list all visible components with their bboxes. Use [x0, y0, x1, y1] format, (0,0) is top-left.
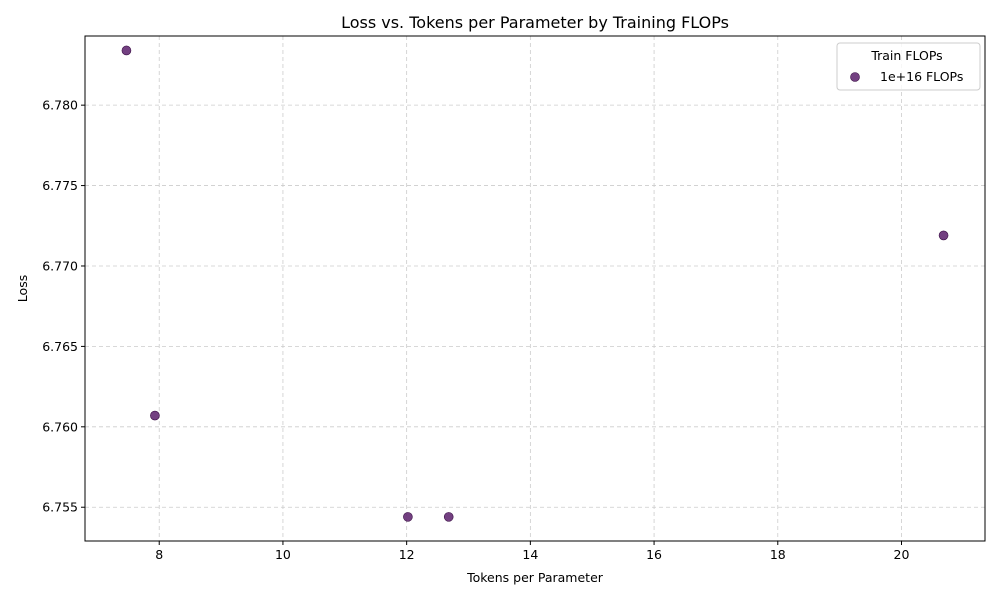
legend-title: Train FLOPs — [870, 48, 942, 63]
y-tick-label: 6.765 — [42, 339, 78, 354]
y-tick-label: 6.770 — [42, 258, 78, 273]
x-tick-label: 12 — [399, 547, 415, 562]
data-points — [121, 45, 949, 522]
x-tick-label: 18 — [770, 547, 786, 562]
legend-marker — [850, 72, 860, 82]
x-tick-label: 16 — [646, 547, 662, 562]
chart-title: Loss vs. Tokens per Parameter by Trainin… — [341, 13, 729, 32]
data-point — [150, 410, 160, 421]
y-tick-label: 6.760 — [42, 419, 78, 434]
x-tick-label: 14 — [522, 547, 538, 562]
legend: Train FLOPs 1e+16 FLOPs — [836, 42, 981, 91]
y-tick-label: 6.780 — [42, 98, 78, 113]
y-axis: 6.755 6.760 6.765 6.770 6.775 6.780 — [42, 98, 85, 515]
y-tick-label: 6.755 — [42, 500, 78, 515]
data-point — [443, 512, 454, 522]
data-point — [403, 512, 413, 522]
y-axis-label: Loss — [15, 275, 30, 302]
legend-box — [836, 42, 981, 91]
x-tick-label: 8 — [155, 547, 163, 562]
grid-lines — [85, 36, 985, 541]
x-axis: 8 10 12 14 16 18 20 — [155, 541, 909, 562]
x-tick-label: 10 — [275, 547, 291, 562]
plot-area — [84, 35, 986, 542]
x-tick-label: 20 — [894, 547, 910, 562]
data-point — [938, 230, 949, 241]
legend-entry-label: 1e+16 FLOPs — [880, 69, 963, 84]
y-tick-label: 6.775 — [42, 178, 78, 193]
x-axis-label: Tokens per Parameter — [466, 570, 604, 585]
data-point — [121, 45, 132, 56]
